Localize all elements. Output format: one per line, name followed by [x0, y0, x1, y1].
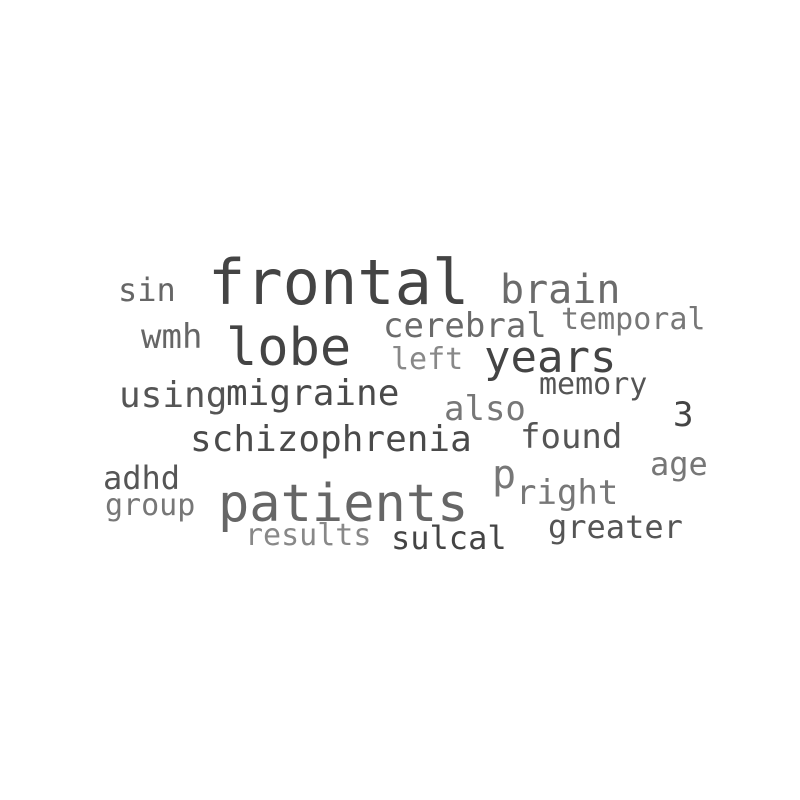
- word-lobe: lobe: [226, 318, 352, 378]
- word-left: left: [391, 342, 464, 377]
- word-group: group: [105, 488, 196, 523]
- word-greater: greater: [548, 508, 683, 546]
- word-results: results: [245, 518, 372, 553]
- word-frontal: frontal: [208, 246, 470, 319]
- word-memory: memory: [539, 367, 648, 402]
- word-adhd: adhd: [103, 459, 181, 497]
- word-sulcal: sulcal: [391, 519, 507, 557]
- word-sin: sin: [118, 271, 176, 309]
- word-temporal: temporal: [561, 302, 706, 337]
- word-years: years: [484, 332, 617, 383]
- word-age: age: [650, 445, 708, 483]
- word-3: 3: [673, 395, 694, 435]
- word-also: also: [444, 389, 526, 429]
- word-migraine: migraine: [226, 373, 400, 414]
- word-schizophrenia: schizophrenia: [190, 419, 472, 460]
- word-found: found: [520, 417, 623, 457]
- word-wmh: wmh: [141, 317, 203, 357]
- word-p: p: [492, 452, 517, 498]
- word-cerebral: cerebral: [383, 306, 547, 346]
- word-right: right: [516, 473, 619, 513]
- word-using: using: [119, 375, 228, 416]
- word-patients: patients: [218, 474, 469, 534]
- word-brain: brain: [500, 267, 621, 313]
